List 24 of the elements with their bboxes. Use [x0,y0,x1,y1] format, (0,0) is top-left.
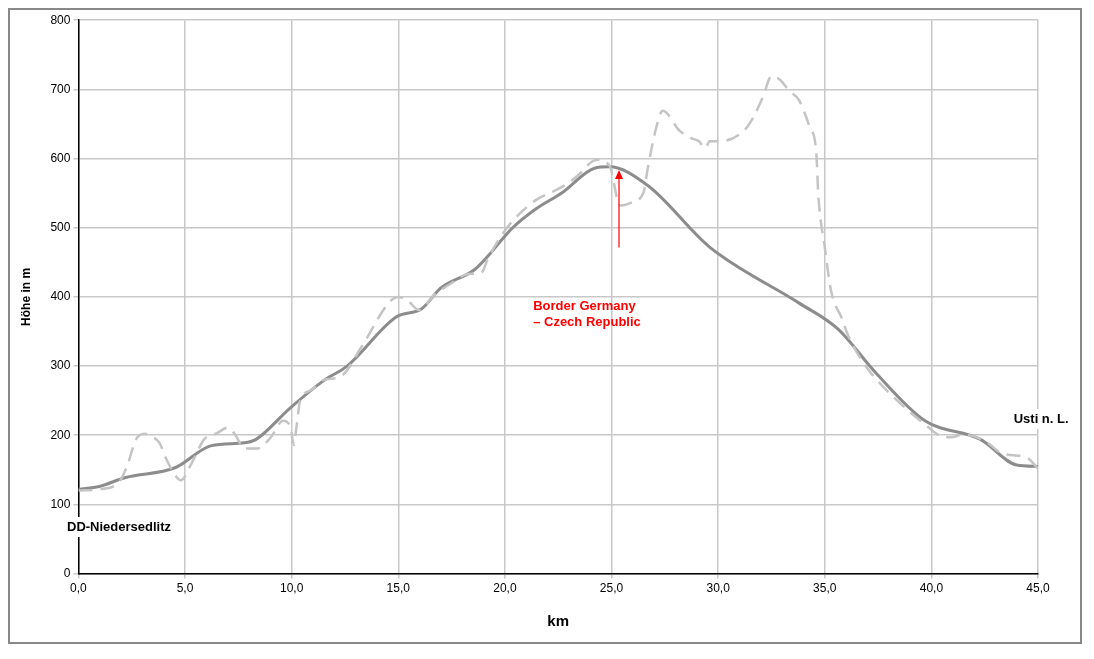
annotation: Usti n. L. [1010,408,1072,429]
y-tick-label: 800 [50,12,71,27]
x-tick-label: 20,0 [493,581,517,596]
x-tick-label: 5,0 [176,581,194,596]
y-tick-label: 0 [63,565,71,580]
x-tick-label: 0,0 [70,581,88,596]
x-axis-title: km [547,612,570,630]
x-tick-label: 40,0 [919,581,944,596]
y-tick-label: 300 [50,358,71,373]
y-tick-label: 400 [50,289,71,304]
y-axis-title: Höhe in m [18,267,33,326]
x-tick-label: 45,0 [1026,581,1050,596]
x-tick-label: 10,0 [279,581,304,596]
x-tick-label: 25,0 [599,581,624,596]
annotation: Border Germany – Czech Republic [532,296,642,331]
y-tick-label: 700 [50,81,71,96]
annotation: DD-Niedersedlitz [64,516,175,537]
x-tick-label: 15,0 [386,581,411,596]
y-tick-label: 100 [50,496,71,511]
y-tick-label: 500 [50,220,71,235]
x-tick-label: 30,0 [706,581,731,596]
y-tick-label: 200 [50,427,71,442]
x-tick-label: 35,0 [813,581,837,596]
y-tick-label: 600 [50,150,71,165]
